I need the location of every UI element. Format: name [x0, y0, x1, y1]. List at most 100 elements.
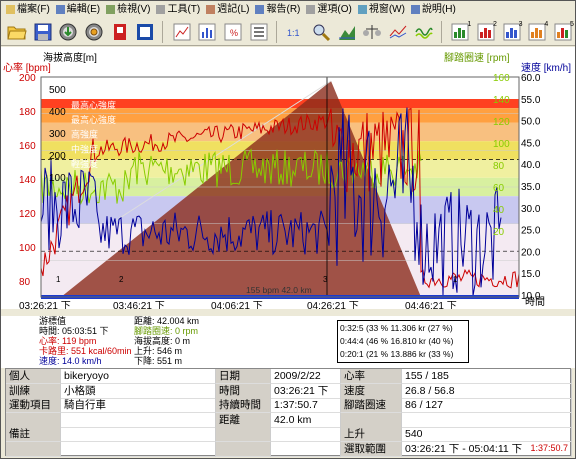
settings-device-icon[interactable] [82, 20, 106, 44]
menu-item-1[interactable]: 編輯(E) [53, 2, 103, 17]
wave-graph-icon[interactable] [412, 20, 436, 44]
chart-sheet-icon[interactable] [170, 20, 194, 44]
table-label-cell: 選取範圍 [341, 441, 402, 457]
speed-tick-6: 30.0 [521, 204, 541, 215]
menu-item-7[interactable]: 視窗(W) [355, 2, 408, 17]
table-label-cell: 心率 [341, 369, 402, 384]
list-view-icon[interactable] [133, 20, 157, 44]
left-axis-title-altitude: 海拔高度[m] [43, 51, 97, 64]
menu-item-2[interactable]: 檢視(V) [103, 2, 153, 17]
speed-series [40, 107, 502, 296]
altitude-tick-1: 400 [49, 107, 66, 118]
altitude-area [61, 81, 421, 297]
bar-chart-icon[interactable] [196, 20, 220, 44]
table-value-cell [61, 427, 216, 442]
table-label-cell [341, 412, 402, 428]
speed-tick-3: 45.0 [521, 138, 541, 149]
hr-zone-band-0 [41, 77, 519, 99]
table-value-cell: 03:26:21 下 [271, 383, 341, 399]
menu-item-label: 說明(H) [421, 4, 456, 15]
report-3-badge: 3 [518, 20, 523, 28]
report-4-icon[interactable]: 4 [526, 20, 550, 44]
table-value-cell [61, 412, 216, 428]
x-tick-3: 04:26:21 下 [307, 301, 359, 309]
speed-tick-10: 10.0 [521, 291, 541, 302]
cadence-tick-3: 100 [493, 139, 510, 150]
hr-tick-6: 80 [19, 277, 31, 288]
column-chart-icon[interactable] [247, 20, 271, 44]
hr-tick-2: 160 [19, 141, 36, 152]
cursor-stat-left-0: 游標值 [39, 316, 67, 326]
table-value-cell [61, 441, 216, 457]
cursor-stat-right-0: 距離: 42.004 km [134, 316, 200, 326]
hr-tick-4: 120 [19, 209, 36, 220]
cursor-stat-right-4: 下降: 551 m [134, 356, 183, 366]
report-3-icon[interactable]: 3 [500, 20, 524, 44]
menu-item-3[interactable]: 工具(T) [153, 2, 203, 17]
cursor-stat-left-4: 速度: 14.0 km/h [39, 356, 102, 366]
table-value-cell: 86 / 127 [402, 398, 572, 413]
menu-item-label: 報告(R) [266, 4, 301, 15]
table-row: 距離 42.0 km [6, 412, 572, 428]
report-2-badge: 2 [493, 20, 497, 28]
plot-frame [40, 76, 520, 298]
speed-tick-1: 55.0 [521, 95, 541, 106]
cursor-stat-left-1: 時間: 05:03:51 下 [39, 326, 109, 336]
table-value-cell [271, 427, 341, 442]
open-folder-icon[interactable] [5, 20, 29, 44]
svg-text:1:1: 1:1 [287, 28, 300, 38]
x-tick-2: 04:06:21 下 [211, 301, 263, 309]
workout-chart[interactable]: 最高心強度 最高心強度 高強度 中強度 輕強度 1 2 3 1 155 bpm 42.0 km 海拔… [1, 47, 575, 312]
table-value-cell: bikeryoyo [61, 369, 216, 384]
speed-tick-2: 50.0 [521, 117, 541, 128]
table-label-cell: 備註 [6, 427, 61, 442]
hr-tick-3: 140 [19, 175, 36, 186]
download-device-icon[interactable] [56, 20, 80, 44]
altitude-tick-3: 200 [49, 151, 66, 162]
x-axis-title: 時間 [525, 296, 545, 308]
bookmark-icon[interactable] [108, 20, 132, 44]
report-1-icon[interactable]: 1 [449, 20, 473, 44]
compare-lines-icon[interactable] [386, 20, 410, 44]
cursor-stat-left-2: 心率: 119 bpm [39, 336, 97, 346]
help-menu-icon [410, 5, 420, 14]
toolbar-separator [440, 20, 447, 43]
menu-item-6[interactable]: 選項(O) [303, 2, 354, 17]
menu-item-0[interactable]: 檔案(F) [3, 2, 53, 17]
table-value-cell: 小格頭 [61, 383, 216, 399]
hr-tick-5: 100 [19, 243, 36, 254]
table-value-cell [271, 441, 341, 457]
left-axis-title-heart-rate: 心率 [bpm] [3, 61, 51, 74]
menu-item-4[interactable]: 週記(L) [203, 2, 252, 17]
report-2-icon[interactable]: 2 [474, 20, 498, 44]
zoom-fit-icon[interactable]: 1:1 [284, 20, 308, 44]
cadence-tick-4: 80 [493, 161, 505, 172]
cursor-stat-right-3: 上升: 546 m [134, 346, 183, 356]
percent-table-icon[interactable]: % [221, 20, 245, 44]
file-menu-icon [6, 5, 15, 14]
menu-item-label: 檔案(F) [17, 4, 50, 15]
menu-item-5[interactable]: 報告(R) [252, 2, 303, 17]
table-value-cell: 540 [402, 427, 572, 442]
altitude-graph-icon[interactable] [335, 20, 359, 44]
table-label-cell: 距離 [216, 412, 271, 428]
cursor-stats-panel: 游標值 時間: 05:03:51 下心率: 119 bpm 卡路里: 551 kca… [1, 316, 575, 368]
table-value-cell: 42.0 km [271, 412, 341, 428]
table-label-cell: 訓練 [6, 383, 61, 399]
report-menu-icon [255, 5, 265, 14]
balance-icon[interactable] [361, 20, 385, 44]
altitude-tick-4: 100 [49, 173, 66, 184]
menu-item-label: 檢視(V) [117, 4, 151, 15]
menu-item-8[interactable]: 說明(H) [408, 2, 459, 17]
x-tick-4: 04:46:21 下 [405, 301, 457, 309]
report-5-icon[interactable]: 5 [551, 20, 575, 44]
workout-info-table: 個人 bikeryoyo 日期 2009/2/22 心率 155 / 185 訓練 小格頭 時間… [5, 368, 572, 457]
magnifier-icon[interactable] [309, 20, 333, 44]
save-disk-icon[interactable] [31, 20, 55, 44]
cursor-stat-right-1: 腳踏圈速: 0 rpm [134, 326, 199, 336]
toolbar-separator [162, 20, 168, 43]
cadence-tick-1: 140 [493, 95, 510, 106]
window-menu-icon [357, 5, 367, 14]
